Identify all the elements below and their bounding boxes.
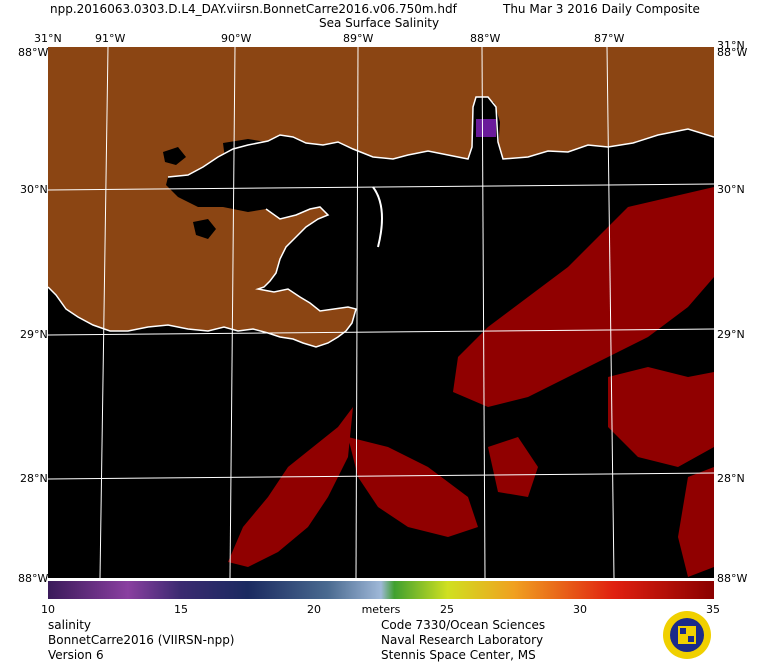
footer-lab: Naval Research Laboratory — [381, 633, 543, 647]
colorbar-tick-20: 20 — [307, 603, 321, 616]
lat-label-right-29n: 29°N — [717, 329, 745, 341]
colorbar-tick-10: 10 — [41, 603, 55, 616]
corner-label-bottom-left: 88°W — [18, 573, 48, 585]
colorbar-units: meters — [362, 603, 401, 616]
salinity-map — [48, 47, 714, 578]
footer-variable: salinity — [48, 618, 91, 632]
footer-code: Code 7330/Ocean Sciences — [381, 618, 545, 632]
lon-label-89w: 89°W — [343, 33, 373, 45]
date-title: Thu Mar 3 2016 Daily Composite — [503, 2, 700, 16]
lat-label-left-30n: 30°N — [20, 184, 48, 196]
corner-label-bottom-right: 88°W — [717, 573, 747, 585]
mobile-bay-plume — [476, 119, 496, 137]
lon-label-90w: 90°W — [221, 33, 251, 45]
lon-label-91w: 91°W — [95, 33, 125, 45]
colorbar-tick-30: 30 — [573, 603, 587, 616]
lat-label-right-28n: 28°N — [717, 473, 745, 485]
lat-label-right-30n: 30°N — [717, 184, 745, 196]
lat-label-left-28n: 28°N — [20, 473, 48, 485]
lon-label-87w: 87°W — [594, 33, 624, 45]
colorbar-tick-25: 25 — [440, 603, 454, 616]
filename-title: npp.2016063.0303.D.L4_DAY.viirsn.BonnetC… — [50, 2, 457, 16]
footer-dataset: BonnetCarre2016 (VIIRSN-npp) — [48, 633, 235, 647]
lon-label-88w: 88°W — [470, 33, 500, 45]
colorbar — [48, 581, 714, 599]
corner-lon-top-left: 88°W — [18, 47, 48, 59]
lat-label-left-29n: 29°N — [20, 329, 48, 341]
corner-lon-top-right: 88°W — [717, 47, 747, 59]
corner-label-top-left: 31°N — [34, 33, 62, 45]
footer-location: Stennis Space Center, MS — [381, 648, 536, 662]
footer-version: Version 6 — [48, 648, 104, 662]
product-title: Sea Surface Salinity — [319, 16, 439, 30]
colorbar-tick-15: 15 — [174, 603, 188, 616]
nrl-logo-icon — [662, 610, 712, 660]
